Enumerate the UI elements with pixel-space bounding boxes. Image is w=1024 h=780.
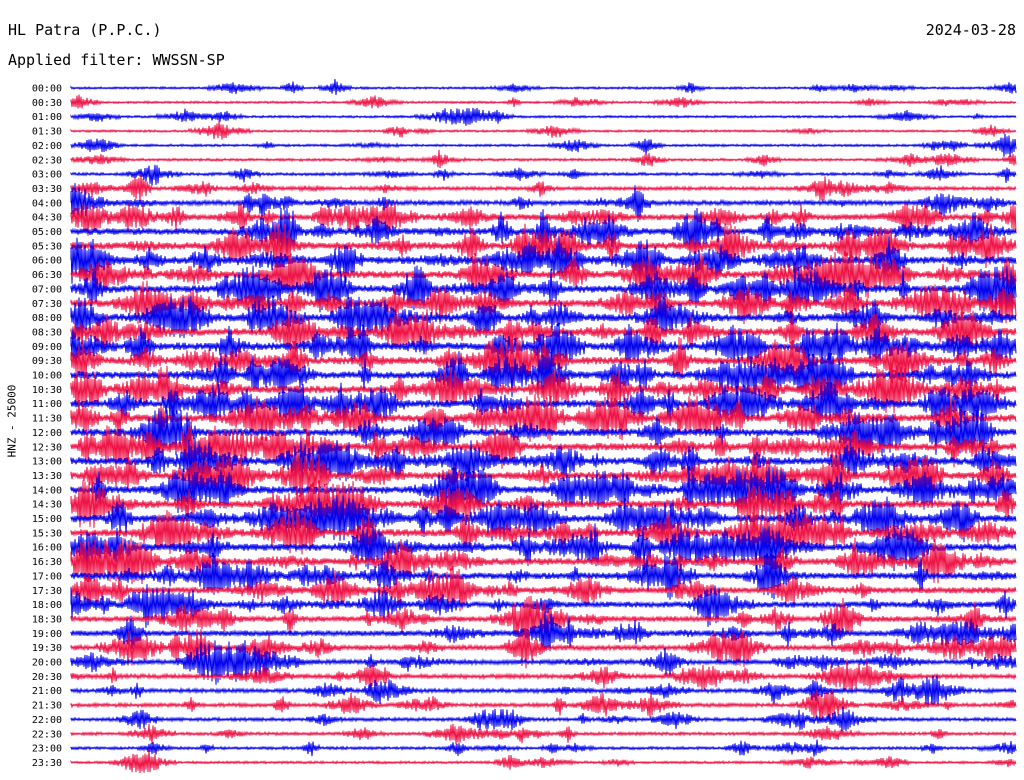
- seismic-trace-row: [70, 706, 1017, 732]
- station-title: HL Patra (P.P.C.): [8, 21, 162, 39]
- seismic-trace-row: [70, 659, 1017, 693]
- row-time-label: 04:00: [32, 198, 62, 209]
- seismic-trace-row: [70, 164, 1017, 186]
- seismic-trace-row: [70, 251, 1017, 299]
- seismic-trace-row: [70, 495, 1017, 543]
- row-time-label: 14:30: [32, 500, 62, 511]
- row-time-label: 09:00: [32, 342, 62, 353]
- row-time-label: 23:30: [32, 758, 62, 769]
- row-time-label: 18:00: [32, 600, 62, 611]
- row-time-label: 16:30: [32, 557, 62, 568]
- date-label: 2024-03-28: [925, 21, 1016, 39]
- row-time-label: 20:30: [32, 672, 62, 683]
- row-time-label: 07:30: [32, 299, 62, 310]
- seismic-trace-row: [70, 322, 1017, 371]
- seismic-trace-row: [70, 365, 1017, 414]
- filter-label: Applied filter: WWSSN-SP: [8, 51, 225, 69]
- seismic-trace-row: [70, 174, 1017, 202]
- row-time-label: 19:30: [32, 643, 62, 654]
- seismic-trace-row: [70, 107, 1017, 126]
- row-time-label: 22:00: [32, 715, 62, 726]
- row-time-label: 09:30: [32, 356, 62, 367]
- seismic-trace-row: [70, 183, 1017, 222]
- row-time-label: 17:00: [32, 571, 62, 582]
- seismic-trace-row: [70, 537, 1017, 585]
- seismic-trace-row: [70, 640, 1017, 685]
- seismic-trace-row: [70, 120, 1017, 140]
- row-time-label: 23:00: [32, 744, 62, 755]
- seismic-trace-row: [70, 466, 1017, 514]
- seismic-trace-row: [70, 207, 1017, 255]
- row-time-label: 22:30: [32, 729, 62, 740]
- seismic-trace-row: [70, 509, 1017, 556]
- seismic-trace-row: [70, 295, 1017, 342]
- row-time-label: 05:30: [32, 241, 62, 252]
- row-time-label: 21:30: [32, 701, 62, 712]
- row-time-label: 11:30: [32, 414, 62, 425]
- row-time-label: 13:30: [32, 471, 62, 482]
- row-time-label: 10:00: [32, 371, 62, 382]
- seismic-trace-row: [70, 336, 1017, 385]
- seismic-trace-row: [70, 408, 1017, 457]
- seismic-trace-row: [70, 674, 1017, 708]
- row-time-label: 13:00: [32, 457, 62, 468]
- row-time-label: 08:00: [32, 313, 62, 324]
- row-time-label: 05:00: [32, 227, 62, 238]
- seismic-trace-row: [70, 611, 1017, 653]
- seismic-trace-row: [70, 739, 1017, 757]
- seismic-trace-row: [70, 222, 1017, 269]
- row-time-label: 03:30: [32, 184, 62, 195]
- seismic-trace-row: [70, 723, 1017, 745]
- seismic-trace-row: [70, 523, 1017, 572]
- row-time-label: 11:00: [32, 399, 62, 410]
- row-time-label: 20:00: [32, 658, 62, 669]
- seismic-trace-row: [70, 584, 1017, 628]
- seismic-trace-row: [70, 595, 1017, 641]
- seismic-trace-row: [70, 280, 1017, 325]
- row-time-label: 15:00: [32, 514, 62, 525]
- seismic-trace-row: [70, 133, 1017, 157]
- row-time-label: 00:00: [32, 84, 62, 95]
- row-time-label: 17:30: [32, 586, 62, 597]
- seismic-trace-row: [70, 149, 1017, 169]
- row-time-label: 14:00: [32, 485, 62, 496]
- seismic-trace-row: [70, 423, 1017, 469]
- row-time-label: 03:00: [32, 170, 62, 181]
- row-time-label: 08:30: [32, 327, 62, 338]
- row-time-label: 06:30: [32, 270, 62, 281]
- seismic-trace-row: [70, 94, 1017, 109]
- row-time-label: 06:00: [32, 256, 62, 267]
- seismic-trace-row: [70, 265, 1017, 313]
- row-time-label: 02:30: [32, 155, 62, 166]
- seismic-trace-row: [70, 79, 1017, 96]
- row-time-label: 02:00: [32, 141, 62, 152]
- row-time-label: 07:00: [32, 284, 62, 295]
- seismic-trace-row: [70, 351, 1017, 398]
- row-time-label: 04:30: [32, 213, 62, 224]
- seismic-trace-row: [70, 552, 1017, 600]
- row-time-label: 12:30: [32, 442, 62, 453]
- seismic-trace-row: [70, 308, 1017, 356]
- row-time-label: 01:00: [32, 112, 62, 123]
- row-time-label: 00:30: [32, 98, 62, 109]
- row-time-label: 18:30: [32, 614, 62, 625]
- row-time-label: 19:00: [32, 629, 62, 640]
- row-time-label: 15:30: [32, 528, 62, 539]
- row-time-label: 10:30: [32, 385, 62, 396]
- row-time-label: 16:00: [32, 543, 62, 554]
- seismic-trace-row: [70, 689, 1017, 724]
- seismic-trace-row: [70, 628, 1017, 669]
- seismic-trace-row: [70, 438, 1017, 485]
- seismic-trace-row: [70, 566, 1017, 612]
- row-time-label: 21:00: [32, 686, 62, 697]
- row-time-label: 12:00: [32, 428, 62, 439]
- seismic-trace-row: [70, 748, 1017, 774]
- row-time-label: 01:30: [32, 127, 62, 138]
- seismic-trace-row: [70, 382, 1017, 427]
- seismic-trace-row: [70, 480, 1017, 528]
